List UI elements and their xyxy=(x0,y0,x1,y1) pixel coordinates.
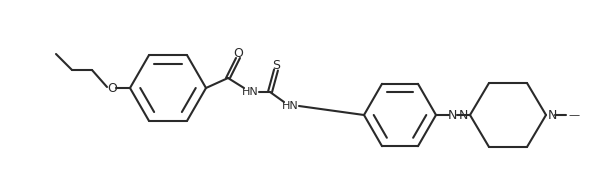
Text: HN: HN xyxy=(241,87,258,97)
Text: O: O xyxy=(233,47,243,59)
Text: HN: HN xyxy=(281,101,298,111)
Text: N: N xyxy=(459,108,468,122)
Text: —: — xyxy=(568,110,579,120)
Text: N: N xyxy=(548,108,557,122)
Text: S: S xyxy=(272,59,280,71)
Text: O: O xyxy=(107,81,117,95)
Text: N: N xyxy=(447,108,457,122)
